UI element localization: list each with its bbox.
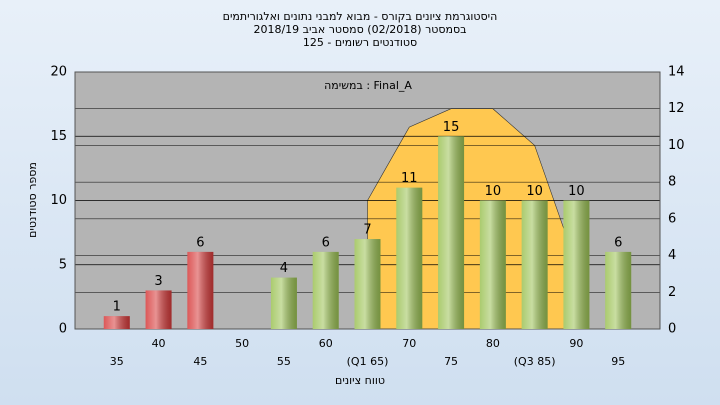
data-label: 7 <box>363 223 371 238</box>
x-tick-label: (Q1 65) <box>347 355 389 368</box>
x-tick-label: 75 <box>444 355 458 368</box>
data-label: 6 <box>614 235 622 250</box>
x-tick-label: (Q3 85) <box>514 355 556 368</box>
x-tick-label: 95 <box>611 355 625 368</box>
x-tick-label: 80 <box>486 337 500 350</box>
y2-tick-label: 6 <box>668 211 676 226</box>
y2-tick-label: 14 <box>668 65 685 80</box>
x-tick-label: 35 <box>110 355 124 368</box>
x-tick-label: 70 <box>402 337 416 350</box>
data-label: 1 <box>113 300 121 315</box>
y-tick-label: 20 <box>50 65 67 80</box>
data-label: 6 <box>196 235 204 250</box>
data-label: 10 <box>568 184 585 199</box>
bar-shine <box>479 200 506 329</box>
bar-shine <box>396 187 423 329</box>
bar-shine <box>563 200 590 329</box>
data-label: 10 <box>526 184 543 199</box>
y2-tick-label: 8 <box>668 175 676 190</box>
data-label: 3 <box>154 274 162 289</box>
x-tick-label: 55 <box>277 355 291 368</box>
x-tick-label: 50 <box>235 337 249 350</box>
y2-tick-label: 10 <box>668 138 685 153</box>
y-tick-label: 15 <box>50 129 67 144</box>
x-tick-label: 60 <box>319 337 333 350</box>
title-line: סטודנטים רשומים - 125 <box>303 36 417 49</box>
bar-shine <box>270 277 297 329</box>
bar-shine <box>187 251 214 329</box>
y2-tick-label: 0 <box>668 322 676 337</box>
title-line: היסטוגרמת ציונים בקורס - מבוא למבני נתונ… <box>223 10 498 23</box>
x-tick-label: 40 <box>152 337 166 350</box>
data-label: 4 <box>280 261 288 276</box>
y-axis-label: מספר סטודנטים <box>26 162 39 238</box>
bar-shine <box>312 251 339 329</box>
bar-shine <box>438 136 465 329</box>
bar-shine <box>521 200 548 329</box>
x-tick-label: 90 <box>569 337 583 350</box>
y2-tick-label: 4 <box>668 248 676 263</box>
data-label: 10 <box>485 184 502 199</box>
x-tick-label: 45 <box>193 355 207 368</box>
x-axis-label: טווח ציונים <box>335 374 385 387</box>
bar-shine <box>103 316 130 329</box>
title-line: בסמסטר (02/2018) סמסטר אביב 2018/19 <box>253 23 466 36</box>
bar-shine <box>354 239 381 329</box>
y2-tick-label: 2 <box>668 285 676 300</box>
data-label: 15 <box>443 120 460 135</box>
y-tick-label: 0 <box>59 322 67 337</box>
y-tick-label: 10 <box>50 193 67 208</box>
data-label: 6 <box>322 235 330 250</box>
annotation: במשימה : Final_A <box>324 79 412 92</box>
bar-shine <box>605 251 632 329</box>
data-label: 11 <box>401 171 418 186</box>
y2-tick-label: 12 <box>668 101 685 116</box>
bar-shine <box>145 290 172 329</box>
y-tick-label: 5 <box>59 257 67 272</box>
